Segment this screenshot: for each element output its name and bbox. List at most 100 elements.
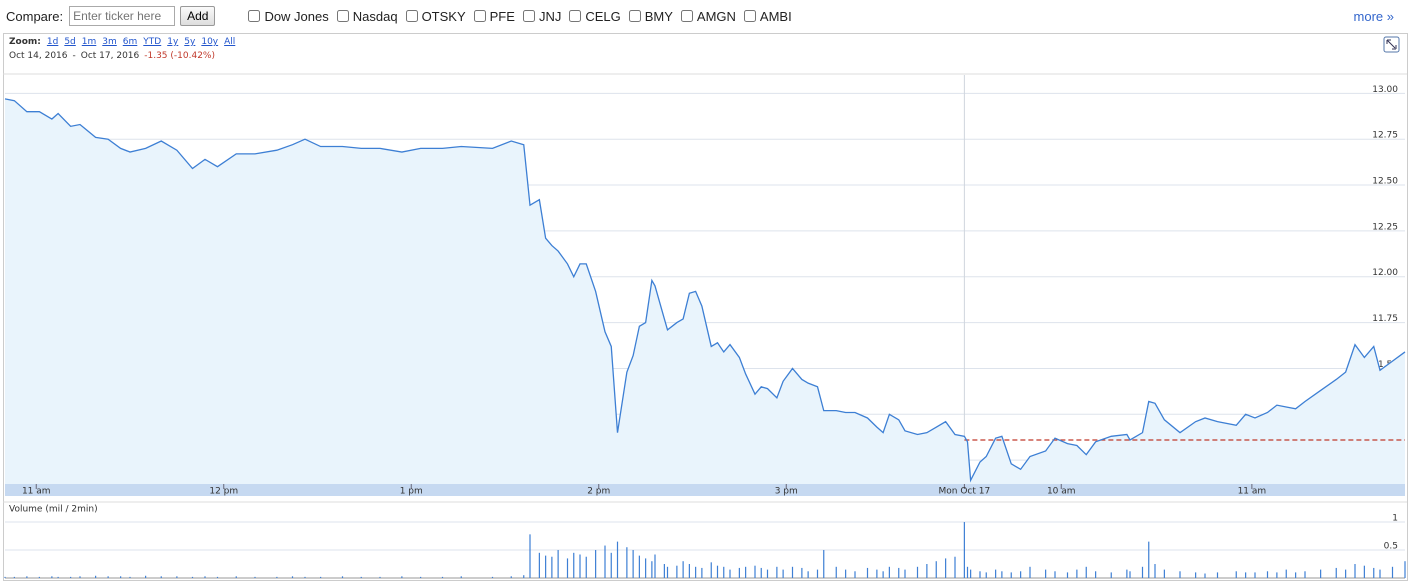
volume-bar xyxy=(645,558,647,578)
volume-bar xyxy=(616,541,619,578)
compare-option[interactable]: JNJ xyxy=(522,9,561,24)
volume-bar xyxy=(926,564,928,578)
compare-checkbox[interactable] xyxy=(522,10,535,22)
volume-bar xyxy=(1285,569,1287,578)
compare-checkbox[interactable] xyxy=(336,10,349,22)
volume-bar xyxy=(1141,566,1144,578)
volume-bar xyxy=(904,569,906,578)
x-axis-band xyxy=(5,484,1405,496)
volume-bar xyxy=(160,576,162,578)
more-link[interactable]: more » xyxy=(1353,8,1394,24)
compare-checkbox[interactable] xyxy=(743,10,756,22)
volume-bar xyxy=(1204,573,1206,578)
compare-checkbox[interactable] xyxy=(473,10,486,22)
volume-bar xyxy=(970,569,972,578)
volume-bar xyxy=(916,566,919,578)
compare-option[interactable]: Dow Jones xyxy=(248,9,329,24)
volume-bar xyxy=(595,550,597,578)
compare-option[interactable]: AMGN xyxy=(680,8,736,24)
volume-bar xyxy=(216,576,219,578)
compare-option[interactable]: Nasdaq xyxy=(336,9,398,24)
y-tick-label: 12.25 xyxy=(1372,222,1398,232)
zoom-link[interactable]: 1m xyxy=(81,37,97,47)
volume-bar xyxy=(963,522,965,578)
compare-checkbox[interactable] xyxy=(569,10,582,22)
volume-bar xyxy=(782,569,784,578)
price-line xyxy=(4,98,1406,483)
zoom-link[interactable]: 10y xyxy=(201,37,219,47)
volume-bar xyxy=(491,576,494,578)
volume-bar xyxy=(791,566,794,578)
compare-checkbox[interactable] xyxy=(628,10,641,22)
expand-icon-glyph xyxy=(1386,39,1397,50)
compare-option[interactable]: CELG xyxy=(569,8,621,24)
volume-bar xyxy=(1266,571,1269,578)
volume-bar xyxy=(51,576,53,578)
volume-bar xyxy=(1216,572,1219,578)
volume-bar xyxy=(766,569,769,578)
volume-bar xyxy=(666,566,669,578)
y-tick-label: 1 xyxy=(1392,514,1398,524)
volume-bar xyxy=(1126,569,1128,578)
volume-bar xyxy=(866,567,869,578)
volume-bar xyxy=(1045,569,1047,578)
range-start: Oct 14, 2016 xyxy=(9,51,68,61)
compare-option-label: AMGN xyxy=(696,8,736,24)
add-button[interactable]: Add xyxy=(180,6,216,26)
y-tick-label: 11.75 xyxy=(1372,314,1398,324)
volume-bar xyxy=(604,545,606,578)
compare-option[interactable]: AMBI xyxy=(743,9,792,24)
y-tick-label: 13.00 xyxy=(1372,85,1398,95)
compare-option[interactable]: PFE xyxy=(473,8,515,24)
volume-bar xyxy=(888,566,890,578)
volume-bar xyxy=(945,558,947,578)
compare-checkbox[interactable] xyxy=(248,10,261,22)
compare-checkbox[interactable] xyxy=(680,10,693,22)
volume-bar xyxy=(954,556,956,578)
volume-bar xyxy=(1148,541,1150,578)
zoom-link[interactable]: YTD xyxy=(143,37,162,47)
volume-bar xyxy=(70,576,72,578)
zoom-link[interactable]: 6m xyxy=(122,37,138,47)
compare-option[interactable]: BMY xyxy=(628,9,673,24)
volume-bar xyxy=(816,569,819,578)
volume-bar xyxy=(120,576,122,578)
compare-checkbox[interactable] xyxy=(405,10,418,22)
zoom-link[interactable]: 5y xyxy=(184,37,196,47)
y-tick-label: 12.75 xyxy=(1372,131,1398,141)
volume-bar xyxy=(1373,567,1375,578)
volume-bar xyxy=(254,576,256,578)
volume-bar xyxy=(876,569,878,578)
volume-bar xyxy=(1354,564,1356,578)
range-separator: - xyxy=(72,51,76,61)
zoom-link[interactable]: 1y xyxy=(167,37,179,47)
volume-bar xyxy=(107,576,109,578)
volume-bar xyxy=(585,556,587,578)
x-tick-label: 2 pm xyxy=(587,487,610,497)
compare-option-label: CELG xyxy=(585,8,621,24)
zoom-link[interactable]: 1d xyxy=(46,37,59,47)
zoom-label: Zoom: xyxy=(9,37,41,47)
ticker-input[interactable] xyxy=(69,6,176,26)
volume-bar xyxy=(710,562,712,578)
zoom-link[interactable]: All xyxy=(224,37,236,47)
volume-bar xyxy=(979,571,981,578)
volume-bar xyxy=(566,558,569,578)
volume-bar xyxy=(882,571,884,578)
volume-bar xyxy=(1335,567,1337,578)
compare-option[interactable]: OTSKY xyxy=(405,9,466,24)
zoom-link[interactable]: 3m xyxy=(102,37,117,47)
volume-bar xyxy=(1054,571,1056,578)
volume-bar xyxy=(510,576,512,578)
compare-options: Dow Jones Nasdaq OTSKY PFE JNJ CELG BMY AMGN AMB… xyxy=(248,9,799,24)
volume-bar xyxy=(1304,571,1306,578)
y-tick-label: 11.50 xyxy=(1372,360,1398,370)
volume-bar xyxy=(835,566,837,578)
volume-bar xyxy=(557,550,559,578)
volume-bar xyxy=(1404,561,1406,578)
compare-option-label: PFE xyxy=(489,8,515,24)
volume-bar xyxy=(441,576,444,578)
zoom-link[interactable]: 5d xyxy=(64,37,76,47)
volume-bar xyxy=(1235,571,1237,578)
